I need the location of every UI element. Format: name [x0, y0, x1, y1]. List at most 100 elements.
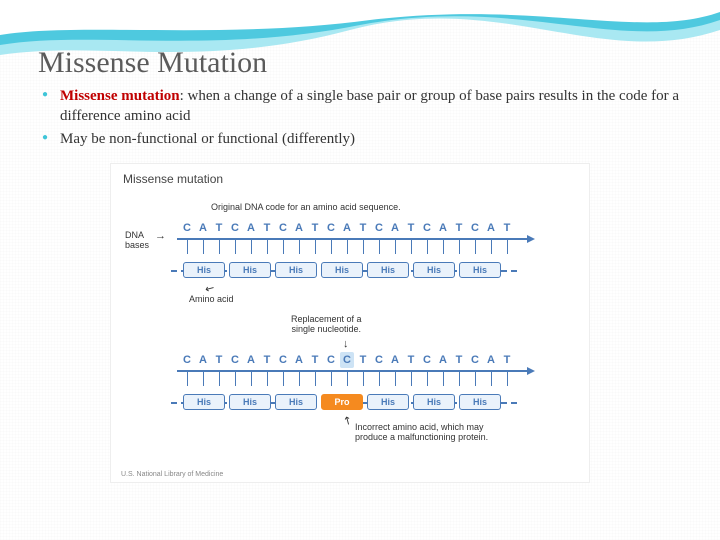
dna-base: C [179, 222, 195, 234]
sequence-tick [395, 372, 396, 386]
dna-base: T [259, 354, 275, 366]
sequence-tick [427, 372, 428, 386]
sequence-tick [507, 240, 508, 254]
sequence-tick [411, 372, 412, 386]
dna-base: T [211, 354, 227, 366]
pointer-arrow-icon: → [155, 230, 166, 242]
sequence-tick [267, 240, 268, 254]
sequence-tick [283, 372, 284, 386]
sequence-tick [267, 372, 268, 386]
sequence-tick [347, 372, 348, 386]
sequence-tick [203, 372, 204, 386]
sequence-tick [475, 240, 476, 254]
label-dna-bases: DNA bases [125, 230, 149, 250]
sequence-tick [411, 240, 412, 254]
dna-base: C [467, 354, 483, 366]
dna-base: A [387, 354, 403, 366]
dna-base: C [179, 354, 195, 366]
dna-base: T [307, 354, 323, 366]
dna-base: C [371, 354, 387, 366]
amino-box: His [367, 394, 409, 410]
dna-base: T [307, 222, 323, 234]
sequence-tick [363, 240, 364, 254]
dna-base: A [195, 222, 211, 234]
dna-base: A [483, 354, 499, 366]
dna-base: T [451, 222, 467, 234]
sequence-tick [187, 240, 188, 254]
bullet-term: Missense mutation [60, 88, 180, 104]
dna-base: C [275, 222, 291, 234]
sequence-tick [507, 372, 508, 386]
sequence-tick [363, 372, 364, 386]
sequence-tick [315, 372, 316, 386]
sequence-tick [459, 372, 460, 386]
sequence-tick [235, 372, 236, 386]
sequence-tick [219, 372, 220, 386]
sequence-tick [443, 240, 444, 254]
amino-box: His [183, 262, 225, 278]
amino-box: His [275, 262, 317, 278]
dna-base: C [323, 222, 339, 234]
sequence-arrow-head-icon [527, 235, 535, 243]
caption-incorrect: Incorrect amino acid, which may produce … [355, 422, 488, 442]
dna-base: T [211, 222, 227, 234]
dna-base: C [227, 222, 243, 234]
dna-base: T [451, 354, 467, 366]
bullet-list: Missense mutation: when a change of a si… [38, 86, 682, 149]
dna-base: T [355, 222, 371, 234]
dna-base: C [339, 354, 355, 366]
diagram-title: Missense mutation [123, 172, 223, 186]
sequence-tick [491, 240, 492, 254]
amino-box: His [321, 262, 363, 278]
pointer-arrow-icon: ↖ [340, 412, 354, 428]
dna-base: T [355, 354, 371, 366]
amino-box: His [275, 394, 317, 410]
sequence-tick [379, 240, 380, 254]
dna-base: C [467, 222, 483, 234]
mutation-diagram: Missense mutation Original DNA code for … [110, 163, 590, 483]
sequence-tick [219, 240, 220, 254]
amino-box: His [459, 394, 501, 410]
sequence-tick [331, 372, 332, 386]
dna-base: T [499, 222, 515, 234]
dna-base: A [291, 222, 307, 234]
amino-box: His [413, 394, 455, 410]
sequence-tick [427, 240, 428, 254]
dna-base: T [403, 354, 419, 366]
dna-base: C [419, 354, 435, 366]
diagram-credit: U.S. National Library of Medicine [121, 471, 223, 478]
dna-base: A [483, 222, 499, 234]
dna-base: T [499, 354, 515, 366]
dna-base: C [227, 354, 243, 366]
amino-box: His [183, 394, 225, 410]
bullet-item: May be non-functional or functional (dif… [38, 129, 682, 149]
label-amino-acid: Amino acid [189, 294, 234, 304]
sequence-tick [443, 372, 444, 386]
sequence-tick [203, 240, 204, 254]
sequence-tick [251, 240, 252, 254]
sequence-arrow-head-icon [527, 367, 535, 375]
sequence-tick [331, 240, 332, 254]
dna-base: A [195, 354, 211, 366]
sequence-tick [187, 372, 188, 386]
dna-base: A [435, 222, 451, 234]
bullet-text: May be non-functional or functional (dif… [60, 131, 355, 147]
sequence-tick [299, 240, 300, 254]
dna-base: A [243, 222, 259, 234]
sequence-tick [315, 240, 316, 254]
sequence-tick [251, 372, 252, 386]
sequence-tick [379, 372, 380, 386]
amino-box: His [413, 262, 455, 278]
bullet-item: Missense mutation: when a change of a si… [38, 86, 682, 127]
amino-box: His [229, 394, 271, 410]
dna-base: C [275, 354, 291, 366]
amino-box: His [367, 262, 409, 278]
dna-base: C [419, 222, 435, 234]
sequence-tick [491, 372, 492, 386]
dna-base: A [387, 222, 403, 234]
dna-base: A [243, 354, 259, 366]
sequence-tick [299, 372, 300, 386]
dna-base: A [291, 354, 307, 366]
caption-replacement: Replacement of a single nucleotide. [291, 314, 362, 334]
sequence-tick [235, 240, 236, 254]
